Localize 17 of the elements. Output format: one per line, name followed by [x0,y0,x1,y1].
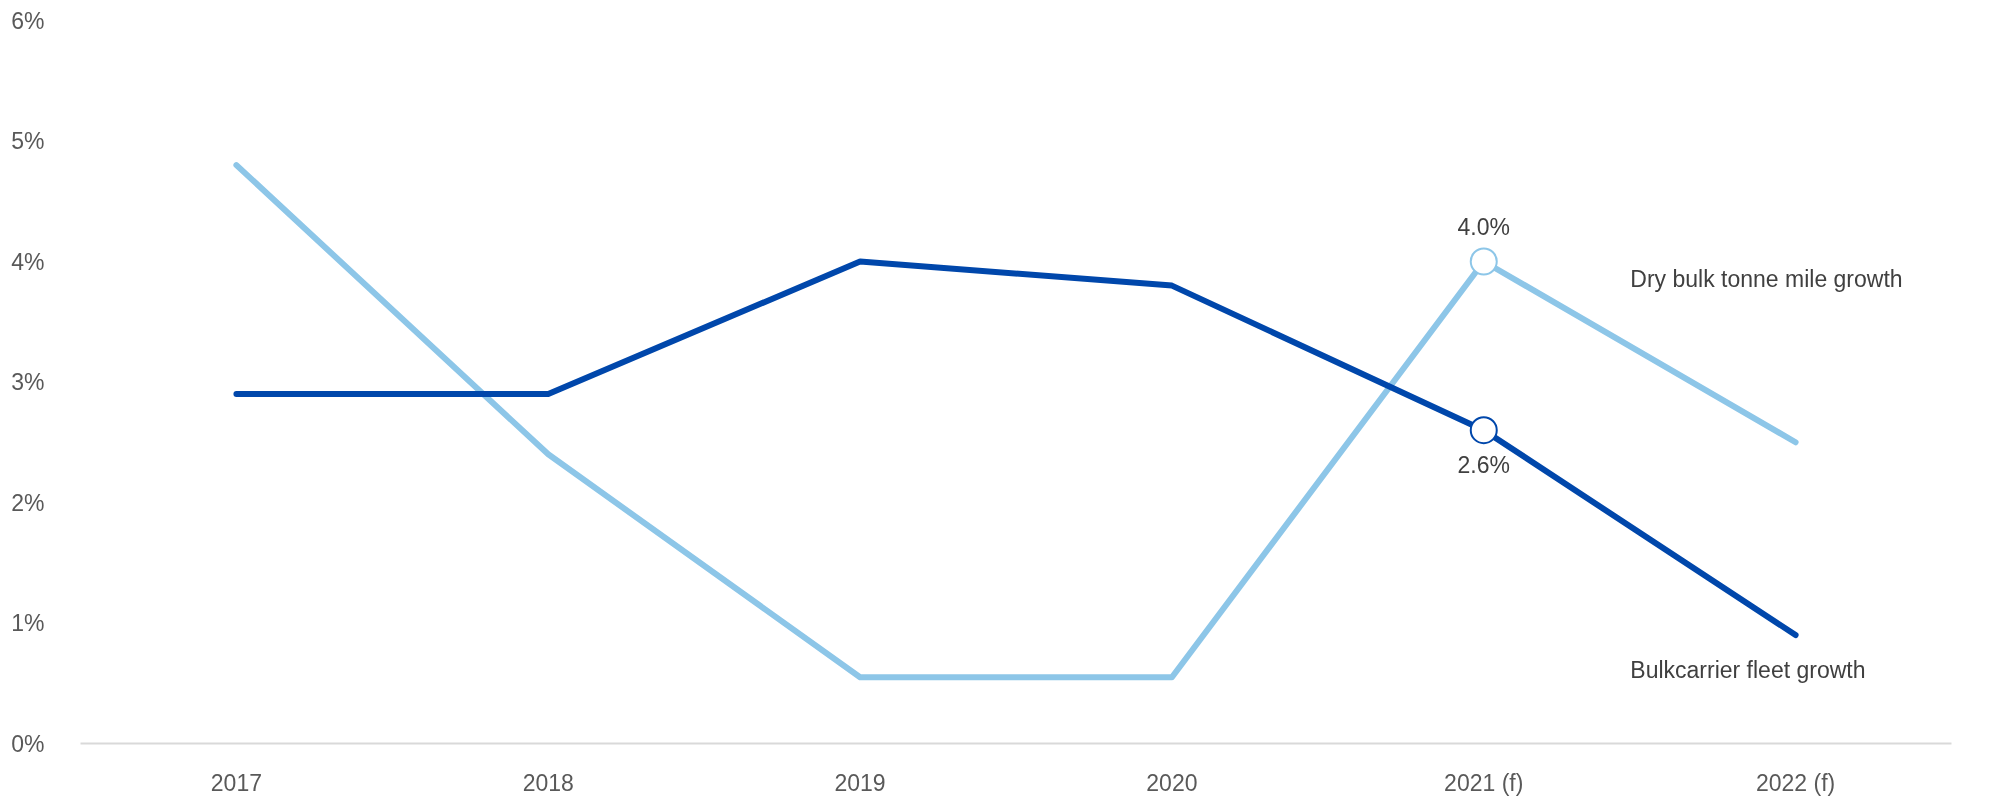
x-tick-label: 2019 [834,769,886,796]
data-label: 4.0% [1457,213,1510,240]
y-tick-label: 2% [11,489,45,516]
y-tick-label: 0% [11,730,45,757]
y-tick-label: 5% [11,128,45,154]
y-tick-label: 4% [11,248,45,275]
x-tick-label: 2022 (f) [1755,769,1836,796]
y-tick-label: 1% [11,610,45,636]
x-tick-label: 2017 [210,769,263,796]
text: Bulkcarrier fleet growth [1630,657,1866,684]
x-tick-label: 2021 (f) [1444,769,1524,796]
x-tick-label: 2018 [522,769,574,796]
data-label: 2.6% [1457,452,1510,479]
x-tick-label: 2020 [1146,769,1198,796]
y-tick-label: 6% [11,7,45,34]
y-tick-label: 3% [11,369,45,395]
text: Dry bulk tonne mile growth [1630,266,1903,293]
